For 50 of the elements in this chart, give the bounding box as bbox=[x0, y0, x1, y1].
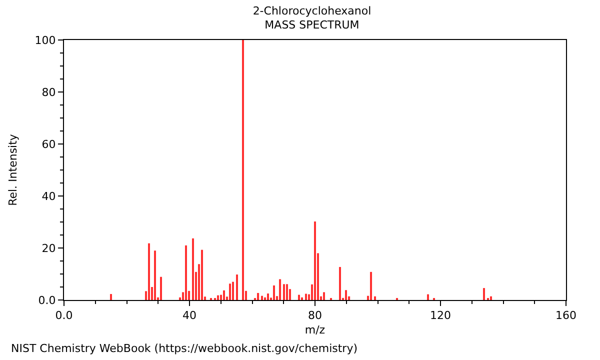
bar bbox=[267, 294, 269, 300]
bar bbox=[345, 290, 347, 300]
y-tick-label: 100 bbox=[34, 34, 56, 47]
bar bbox=[305, 294, 307, 300]
bar bbox=[264, 297, 266, 300]
bar bbox=[185, 245, 187, 300]
x-tick-label: 40 bbox=[182, 309, 196, 322]
bar bbox=[298, 294, 300, 300]
y-tick-label: 20 bbox=[42, 242, 56, 255]
x-tick-label: 160 bbox=[556, 309, 576, 322]
y-tick-label: 0.0 bbox=[38, 294, 56, 307]
text: NIST Chemistry WebBook (https://webbook.nist.gov/chemistry) bbox=[11, 342, 358, 355]
bar bbox=[154, 250, 156, 300]
bar bbox=[273, 285, 275, 300]
bar bbox=[301, 297, 303, 300]
bar bbox=[323, 292, 325, 300]
bar bbox=[192, 238, 194, 300]
bar bbox=[236, 274, 238, 300]
x-tick-label: 0.0 bbox=[55, 309, 73, 322]
bar bbox=[339, 266, 341, 300]
bar bbox=[374, 296, 376, 300]
chart-title: 2-Chlorocyclohexanol bbox=[252, 4, 372, 18]
chart-subtitle: MASS SPECTRUM bbox=[264, 18, 360, 32]
x-tick-label: 120 bbox=[430, 309, 451, 322]
bar bbox=[242, 40, 244, 300]
bar bbox=[283, 284, 285, 300]
bar bbox=[261, 296, 263, 300]
bar bbox=[217, 295, 219, 300]
bar bbox=[314, 221, 316, 300]
bar bbox=[370, 272, 372, 300]
bar bbox=[229, 284, 231, 300]
y-tick-label: 40 bbox=[42, 190, 56, 203]
bar bbox=[427, 294, 429, 300]
bar bbox=[201, 250, 203, 300]
x-tick-label: 80 bbox=[308, 309, 322, 322]
bar bbox=[148, 243, 150, 300]
bar bbox=[223, 290, 225, 300]
x-axis-title: m/z bbox=[304, 323, 326, 336]
bar bbox=[286, 284, 288, 300]
bar bbox=[490, 296, 492, 300]
bar bbox=[110, 294, 112, 300]
y-tick-label: 60 bbox=[42, 138, 56, 151]
y-axis-title: Rel. Intensity bbox=[6, 134, 20, 206]
bar bbox=[279, 279, 282, 300]
y-tick-label: 80 bbox=[42, 86, 56, 99]
bar bbox=[160, 276, 162, 300]
bar bbox=[257, 292, 260, 300]
bar bbox=[220, 294, 222, 300]
bar bbox=[483, 288, 485, 300]
bar bbox=[232, 282, 234, 300]
